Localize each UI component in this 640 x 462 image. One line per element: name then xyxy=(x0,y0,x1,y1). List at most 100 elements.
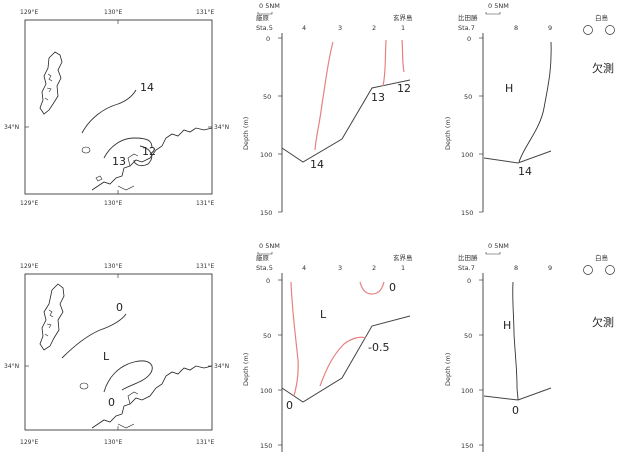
map-top-contour-13: 13 xyxy=(112,155,126,168)
seabed-top-mid xyxy=(281,79,411,163)
map-bot-lat-right: 34°N xyxy=(214,363,229,370)
ylabel-top-right: Depth (m) xyxy=(444,117,452,150)
place-izuhara-top: 厳原 xyxy=(256,13,270,22)
mid-xtick-1-bot: 1 xyxy=(401,264,405,272)
map-bot-contour-0-upper: 0 xyxy=(116,301,123,314)
place-izuhara-bot: 厳原 xyxy=(256,253,270,262)
top-map: 129°E 130°E 131°E 34°N 34°N 129°E 130°E … xyxy=(4,9,229,207)
isotherm-bot-left xyxy=(290,281,299,397)
scale-top-right: 0 5NM xyxy=(488,2,509,10)
ytick-0-bot-mid: 0 xyxy=(266,277,270,285)
ytick-100-bot-mid: 100 xyxy=(260,387,272,395)
place-shirashima-top: 白島 xyxy=(595,13,609,22)
section-top-label-13: 13 xyxy=(371,91,385,104)
ytick-100-bot-right: 100 xyxy=(461,387,473,395)
seabed-bot-mid xyxy=(281,315,411,403)
mid-xtick-2-bot: 2 xyxy=(372,264,376,272)
map-top-lon-bottom-1: 129°E xyxy=(20,200,38,207)
contour-14 xyxy=(81,89,137,134)
scale-top-mid: 0 5NM xyxy=(259,2,280,10)
missing-label-top: 欠測 xyxy=(592,61,614,75)
map-bot-lon-bottom-3: 131°E xyxy=(196,439,214,446)
tsushima-island xyxy=(39,51,63,115)
isotherm-13-top xyxy=(382,39,387,87)
map-top-lon-bottom-2: 130°E xyxy=(104,200,122,207)
map-bot-contour-L: L xyxy=(103,350,110,363)
map-top-lat-left: 34°N xyxy=(4,124,19,131)
section-bot-label-0-bottom: 0 xyxy=(286,399,293,412)
place-shirashima-bot: 白島 xyxy=(595,253,609,262)
section-top-label-12: 12 xyxy=(397,82,411,95)
isotherm-14-top xyxy=(314,41,334,151)
map-bot-lon-label-3: 131°E xyxy=(196,263,214,270)
sta5-top: Sta.5 xyxy=(256,24,273,32)
section-top-right-h: H xyxy=(505,82,513,95)
map-top-lon-label-3: 131°E xyxy=(196,9,214,16)
mid-xtick-2-top: 2 xyxy=(372,24,376,32)
right-xtick-8-bot: 8 xyxy=(514,264,518,272)
map-top-lon-bottom-3: 131°E xyxy=(196,200,214,207)
map-bot-lon-bottom-1: 129°E xyxy=(20,439,38,446)
seabed-top-right xyxy=(483,150,552,164)
isotherm-bot-top xyxy=(359,281,385,295)
map-top-contour-12: 12 xyxy=(142,145,156,158)
mid-xtick-4-bot: 4 xyxy=(302,264,306,272)
contour-0-bot-right xyxy=(512,281,519,401)
ytick-100-top-right: 100 xyxy=(461,151,473,159)
contour-14-top-right xyxy=(518,41,552,163)
contour-0-lower xyxy=(103,360,153,393)
ylabel-bot-right: Depth (m) xyxy=(444,353,452,386)
ytick-150-top-mid: 150 xyxy=(260,209,272,217)
scale-bot-mid: 0 5NM xyxy=(259,242,280,250)
scale-bot-right: 0 5NM xyxy=(488,242,509,250)
ytick-50-top-right: 50 xyxy=(464,93,472,101)
kyushu-coast xyxy=(91,127,213,191)
isotherm-bot-mid xyxy=(319,336,367,387)
right-xtick-9-bot: 9 xyxy=(548,264,552,272)
ytick-50-bot-mid: 50 xyxy=(263,332,271,340)
contour-0-upper xyxy=(61,313,127,359)
section-top-right-14: 14 xyxy=(518,165,532,178)
ytick-50-top-mid: 50 xyxy=(263,93,271,101)
map-bot-lon-bottom-2: 130°E xyxy=(104,439,122,446)
mid-xtick-3-top: 3 xyxy=(338,24,342,32)
ytick-50-bot-right: 50 xyxy=(464,332,472,340)
ytick-0-top-mid: 0 xyxy=(266,35,270,43)
place-genkai-bot: 玄界島 xyxy=(393,253,413,262)
section-bot-label-minus05: -0.5 xyxy=(368,341,389,354)
map-bot-lon-label-2: 130°E xyxy=(104,263,122,270)
map-top-lat-right: 34°N xyxy=(214,124,229,131)
missing-label-bot: 欠測 xyxy=(592,315,614,329)
station-circle-2-bot xyxy=(605,265,615,275)
place-hitakatsu-top: 比田勝 xyxy=(458,13,478,22)
mid-xtick-3-bot: 3 xyxy=(338,264,342,272)
place-genkai-top: 玄界島 xyxy=(393,13,413,22)
bottom-mid-section: 0 5NM 厳原 玄界島 Sta.5 4 3 2 1 0 50 100 150 … xyxy=(242,242,413,452)
right-xtick-8-top: 8 xyxy=(514,24,518,32)
ytick-0-bot-right: 0 xyxy=(467,277,471,285)
contour-13 xyxy=(103,137,153,159)
station-circle-1-top xyxy=(583,25,593,35)
section-bot-label-0-top: 0 xyxy=(389,281,396,294)
bottom-right-section: 0 5NM 比田勝 白島 Sta.7 8 9 0 50 100 150 Dept… xyxy=(444,242,615,452)
bottom-map: 129°E 130°E 131°E 34°N 34°N 129°E 130°E … xyxy=(4,263,229,446)
map-top-lon-label-1: 129°E xyxy=(20,9,38,16)
mid-xtick-1-top: 1 xyxy=(401,24,405,32)
sta5-bot: Sta.5 xyxy=(256,264,273,272)
map-top-ticks xyxy=(25,20,212,194)
section-top-label-14: 14 xyxy=(310,158,324,171)
place-hitakatsu-bot: 比田勝 xyxy=(458,253,478,262)
station-circle-2-top xyxy=(605,25,615,35)
sta7-top: Sta.7 xyxy=(458,24,475,32)
ylabel-bot-mid: Depth (m) xyxy=(242,353,250,386)
ytick-0-top-right: 0 xyxy=(467,35,471,43)
map-bot-lon-label-1: 129°E xyxy=(20,263,38,270)
contour-12 xyxy=(133,145,153,167)
ytick-150-bot-right: 150 xyxy=(461,442,473,450)
sta7-bot: Sta.7 xyxy=(458,264,475,272)
section-bot-right-h: H xyxy=(503,319,511,332)
map-top-lon-label-2: 130°E xyxy=(104,9,122,16)
map-top-contour-14: 14 xyxy=(140,81,154,94)
top-right-section: 0 5NM 比田勝 白島 Sta.7 8 9 0 50 100 150 Dept… xyxy=(444,2,615,217)
